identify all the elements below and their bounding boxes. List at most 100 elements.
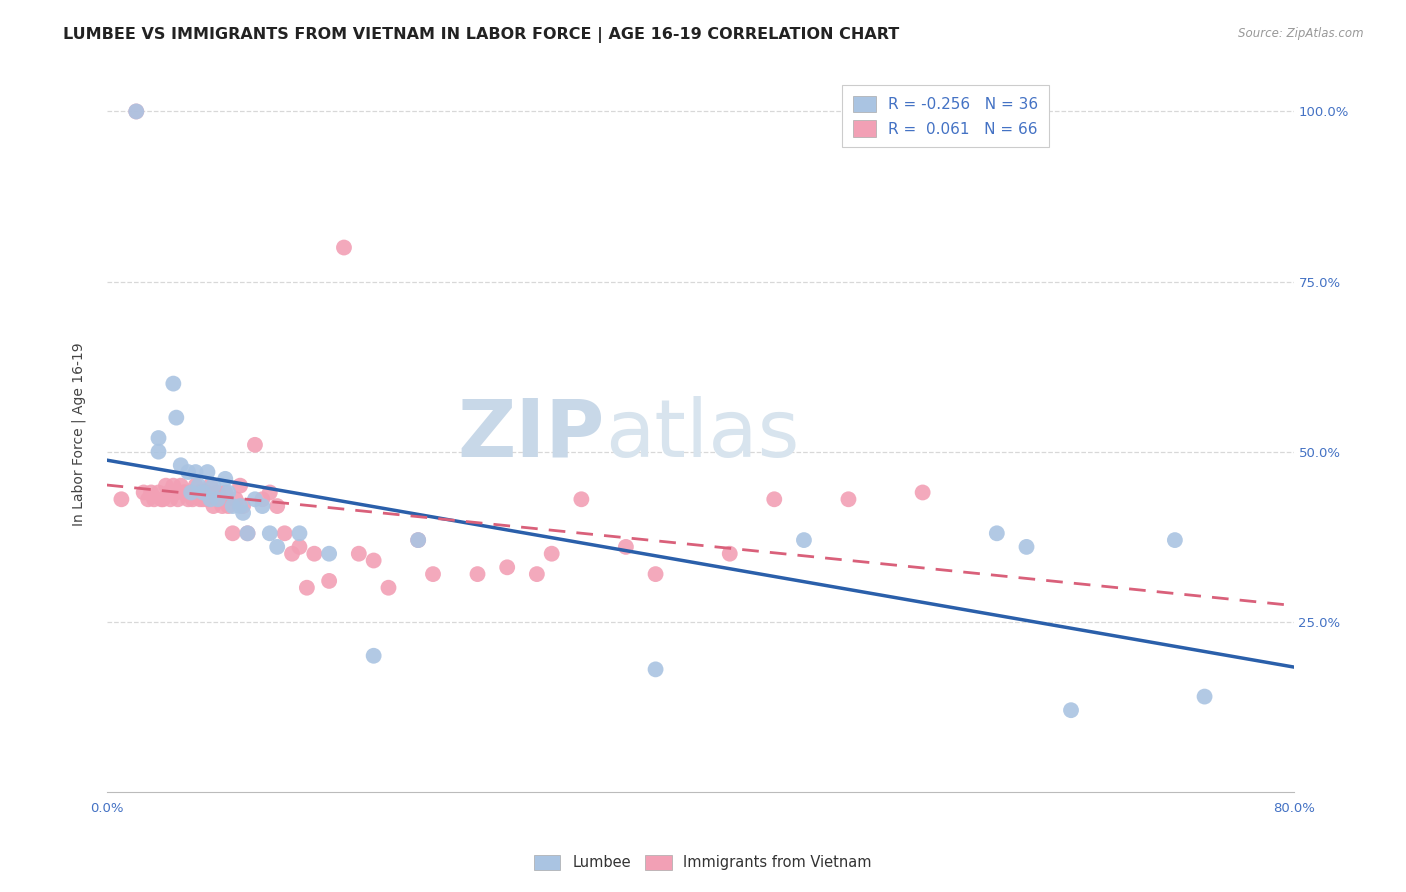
Point xyxy=(526,567,548,582)
Point xyxy=(125,104,148,119)
Point xyxy=(214,485,236,500)
Point xyxy=(793,533,815,547)
Point xyxy=(132,485,155,500)
Point xyxy=(200,492,222,507)
Point xyxy=(148,485,170,500)
Point xyxy=(148,431,170,445)
Point xyxy=(266,540,288,554)
Point xyxy=(232,499,254,513)
Point xyxy=(363,648,385,663)
Point xyxy=(191,485,214,500)
Point xyxy=(217,485,239,500)
Point xyxy=(222,526,245,541)
Point xyxy=(986,526,1008,541)
Point xyxy=(195,485,218,500)
Point xyxy=(1164,533,1187,547)
Legend: Lumbee, Immigrants from Vietnam: Lumbee, Immigrants from Vietnam xyxy=(529,848,877,876)
Point xyxy=(540,547,562,561)
Point xyxy=(496,560,519,574)
Point xyxy=(763,492,786,507)
Point xyxy=(202,478,225,492)
Point xyxy=(211,499,233,513)
Point xyxy=(125,104,148,119)
Text: LUMBEE VS IMMIGRANTS FROM VIETNAM IN LABOR FORCE | AGE 16-19 CORRELATION CHART: LUMBEE VS IMMIGRANTS FROM VIETNAM IN LAB… xyxy=(63,27,900,43)
Point xyxy=(614,540,637,554)
Point xyxy=(281,547,304,561)
Point xyxy=(243,438,266,452)
Legend: R = -0.256   N = 36, R =  0.061   N = 66: R = -0.256 N = 36, R = 0.061 N = 66 xyxy=(842,85,1049,147)
Point xyxy=(252,499,274,513)
Point xyxy=(318,547,340,561)
Point xyxy=(173,485,195,500)
Point xyxy=(143,492,166,507)
Point xyxy=(152,492,174,507)
Point xyxy=(377,581,399,595)
Point xyxy=(150,492,173,507)
Point xyxy=(170,478,193,492)
Point xyxy=(197,492,219,507)
Point xyxy=(174,485,197,500)
Point xyxy=(177,465,200,479)
Point xyxy=(236,526,259,541)
Point xyxy=(191,492,214,507)
Point xyxy=(165,410,187,425)
Point xyxy=(110,492,132,507)
Point xyxy=(155,478,177,492)
Point xyxy=(139,485,162,500)
Point xyxy=(222,499,245,513)
Point xyxy=(295,581,318,595)
Point xyxy=(188,492,211,507)
Text: Source: ZipAtlas.com: Source: ZipAtlas.com xyxy=(1239,27,1364,40)
Point xyxy=(252,492,274,507)
Point xyxy=(406,533,429,547)
Point xyxy=(225,492,247,507)
Point xyxy=(288,526,311,541)
Point xyxy=(187,485,209,500)
Point xyxy=(304,547,326,561)
Point xyxy=(200,478,222,492)
Point xyxy=(569,492,592,507)
Point xyxy=(718,547,741,561)
Point xyxy=(177,492,200,507)
Point xyxy=(184,478,207,492)
Point xyxy=(422,567,444,582)
Point xyxy=(243,492,266,507)
Point xyxy=(1015,540,1038,554)
Point xyxy=(217,499,239,513)
Point xyxy=(207,485,229,500)
Point xyxy=(207,492,229,507)
Point xyxy=(209,492,232,507)
Point xyxy=(136,492,159,507)
Point xyxy=(229,478,252,492)
Point xyxy=(170,458,193,473)
Point xyxy=(214,472,236,486)
Point xyxy=(162,478,184,492)
Point xyxy=(197,465,219,479)
Point xyxy=(181,492,204,507)
Point xyxy=(148,444,170,458)
Point xyxy=(347,547,370,561)
Point xyxy=(467,567,489,582)
Text: atlas: atlas xyxy=(605,396,800,474)
Point xyxy=(229,499,252,513)
Point xyxy=(266,499,288,513)
Point xyxy=(162,376,184,391)
Point xyxy=(180,485,202,500)
Point xyxy=(837,492,859,507)
Point xyxy=(288,540,311,554)
Point xyxy=(1060,703,1083,717)
Point xyxy=(166,492,188,507)
Point xyxy=(259,526,281,541)
Point xyxy=(184,465,207,479)
Point xyxy=(911,485,934,500)
Point xyxy=(165,485,187,500)
Point xyxy=(333,241,356,255)
Text: ZIP: ZIP xyxy=(458,396,605,474)
Point xyxy=(273,526,295,541)
Point xyxy=(202,499,225,513)
Point xyxy=(363,553,385,567)
Point xyxy=(159,492,181,507)
Point xyxy=(644,567,666,582)
Point xyxy=(236,526,259,541)
Point xyxy=(232,506,254,520)
